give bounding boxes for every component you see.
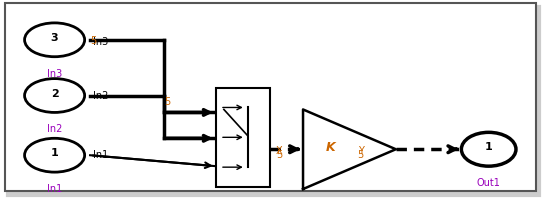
Bar: [216, 88, 270, 187]
Ellipse shape: [461, 132, 516, 166]
Text: 1: 1: [51, 148, 58, 158]
Ellipse shape: [25, 23, 85, 57]
Text: K: K: [326, 141, 336, 154]
Text: 3: 3: [51, 33, 58, 43]
Text: 5: 5: [164, 98, 170, 107]
Text: In3: In3: [93, 37, 108, 47]
Text: 5: 5: [276, 150, 282, 160]
Text: 5: 5: [90, 36, 96, 46]
Polygon shape: [303, 109, 396, 189]
Text: In3: In3: [47, 69, 62, 79]
Ellipse shape: [25, 79, 85, 112]
Text: Y: Y: [358, 146, 364, 156]
Text: 5: 5: [358, 150, 364, 160]
FancyBboxPatch shape: [8, 7, 539, 195]
Text: In1: In1: [93, 150, 108, 160]
Text: In1: In1: [47, 184, 62, 194]
Text: X: X: [276, 146, 282, 156]
Text: 2: 2: [51, 89, 58, 99]
Text: In2: In2: [93, 91, 108, 100]
FancyBboxPatch shape: [5, 3, 536, 191]
Text: 1: 1: [485, 142, 492, 152]
Text: Out1: Out1: [477, 178, 501, 188]
Text: In2: In2: [47, 124, 62, 134]
Ellipse shape: [25, 138, 85, 172]
